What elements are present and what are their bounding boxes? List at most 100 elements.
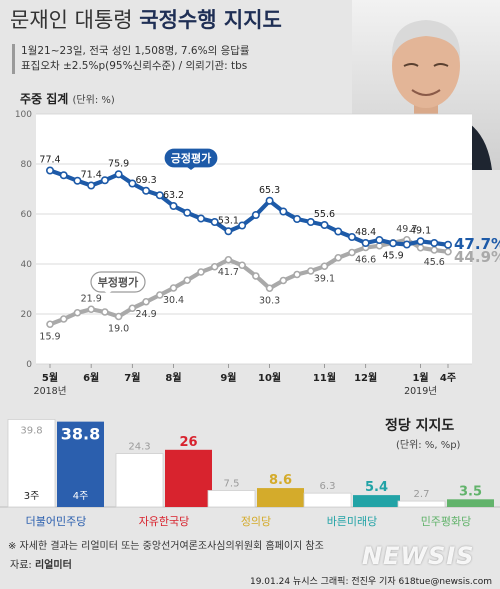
data-label: 15.9 <box>39 331 60 342</box>
data-label: 75.9 <box>108 158 129 169</box>
data-point <box>402 240 411 249</box>
data-point <box>169 284 178 292</box>
party-chart-title: 정당 지지도 <box>385 418 455 434</box>
data-point <box>59 315 68 323</box>
y-tick-label: 100 <box>15 110 32 120</box>
data-label: 24.9 <box>135 309 156 320</box>
data-point <box>128 179 137 188</box>
x-tick-label: 12월 <box>354 372 377 384</box>
data-point <box>155 191 164 200</box>
data-label: 71.4 <box>81 170 102 181</box>
previous-value-label: 7.5 <box>224 479 240 490</box>
data-point <box>348 248 356 257</box>
data-point <box>87 305 95 314</box>
page-title: 문재인 대통령 국정수행 지지도 <box>10 4 282 34</box>
y-tick-label: 60 <box>21 210 33 220</box>
current-value-label: 5.4 <box>365 480 388 495</box>
data-point <box>251 211 260 220</box>
credit: 19.01.24 뉴시스 그래픽: 전진우 기자 618tue@newsis.c… <box>249 577 492 587</box>
y-tick-label: 80 <box>21 160 33 170</box>
series-positive: 77.4 71.4 75.9 69.3 63.2 53.1 65.3 55.6 48.4 45.9… <box>39 155 500 262</box>
current-value-label: 26 <box>179 435 197 450</box>
series-label-pointer <box>187 167 195 170</box>
series-negative: 15.9 21.9 19.0 24.9 30.4 41.7 30.3 39.1 46.6 49.7… <box>39 224 500 343</box>
data-point <box>59 171 68 180</box>
party-name: 바른미래당 <box>327 515 378 528</box>
data-point <box>306 218 315 227</box>
data-label: 39.1 <box>314 273 335 284</box>
data-point <box>210 262 219 271</box>
current-value-label: 3.5 <box>459 484 482 499</box>
data-label: 30.3 <box>259 295 280 306</box>
data-point <box>444 247 452 256</box>
data-point <box>416 237 425 246</box>
data-label: 49.1 <box>410 225 431 236</box>
data-point <box>265 284 274 293</box>
plot-area <box>36 114 472 364</box>
series-label-pointer <box>104 291 112 294</box>
data-point <box>73 308 82 317</box>
survey-line-1: 1월21~23일, 전국 성인 1,508명, 7.6%의 응답률 <box>21 45 250 57</box>
bar-current-week <box>447 499 494 507</box>
data-label: 19.0 <box>108 324 129 335</box>
party-name: 더불어민주당 <box>26 515 87 528</box>
data-point <box>100 176 109 185</box>
party-group: 2.7 3.5 민주평화당 <box>397 484 494 528</box>
x-tick-label: 1월 <box>412 372 428 384</box>
positive-series-label: 긍정평가 <box>163 147 219 170</box>
previous-value-label: 24.3 <box>128 442 150 453</box>
party-group: 24.3 26 자유한국당 <box>115 435 212 528</box>
approval-line-chart: 0 20 40 60 80 100 5월 2018년 6월 7월 8월 9월 10월 11월 12월 1월 20… <box>15 110 500 397</box>
party-chart-unit: (단위: %, %p) <box>396 440 461 451</box>
footnote: ※ 자세한 결과는 리얼미터 또는 중앙선거여론조사심의위원회 홈페이지 참조 <box>8 541 324 552</box>
data-label: 49.7 <box>396 224 417 235</box>
data-point <box>334 253 343 262</box>
bar-previous-week <box>397 500 446 508</box>
data-point <box>197 268 205 276</box>
data-point <box>306 267 315 275</box>
x-tick-year: 2018년 <box>34 386 67 397</box>
data-point <box>334 227 343 236</box>
data-point <box>347 233 356 242</box>
y-tick-label: 40 <box>21 260 33 270</box>
negative-series-label: 부정평가 <box>90 271 146 294</box>
data-point <box>101 308 109 316</box>
data-label: 48.4 <box>355 227 376 238</box>
data-label: 41.7 <box>218 267 239 278</box>
previous-value-label: 39.8 <box>20 425 42 436</box>
party-name: 자유한국당 <box>139 515 190 528</box>
data-point <box>46 320 54 329</box>
x-tick-label: 5월 <box>42 372 58 384</box>
data-point <box>320 262 329 271</box>
data-point <box>238 221 247 230</box>
weekly-unit: (단위: %) <box>72 95 115 106</box>
x-tick-label: 11월 <box>313 372 336 384</box>
series-label-badge <box>90 271 146 293</box>
party-group: 7.5 8.6 정의당 <box>207 473 304 528</box>
bar-current-week <box>257 488 304 507</box>
x-tick-label: 7월 <box>124 372 140 384</box>
y-tick-label: 0 <box>26 360 32 370</box>
survey-info: 1월21~23일, 전국 성인 1,508명, 7.6%의 응답률 표집오차 ±… <box>12 44 250 74</box>
watermark: NEWSIS <box>362 542 475 570</box>
y-tick-label: 20 <box>21 310 33 320</box>
data-label: 55.6 <box>314 209 335 220</box>
data-point <box>128 304 137 313</box>
source: 자료: 리얼미터 <box>10 556 72 571</box>
bar-current-week <box>57 421 104 507</box>
bar-previous-week <box>207 490 256 508</box>
data-point <box>443 240 452 249</box>
series-name: 부정평가 <box>98 275 138 289</box>
current-value-label: 38.8 <box>61 425 100 444</box>
bar-previous-week <box>115 453 164 508</box>
data-label: 30.4 <box>163 295 184 306</box>
data-point <box>87 181 96 190</box>
data-label: 45.9 <box>383 250 404 261</box>
title-bold: 국정수행 지지도 <box>139 8 282 32</box>
data-label: 45.6 <box>424 257 445 268</box>
data-point <box>430 239 439 248</box>
x-tick-year: 2019년 <box>404 386 437 397</box>
data-label: 21.9 <box>81 293 102 304</box>
party-name: 정의당 <box>241 515 271 528</box>
